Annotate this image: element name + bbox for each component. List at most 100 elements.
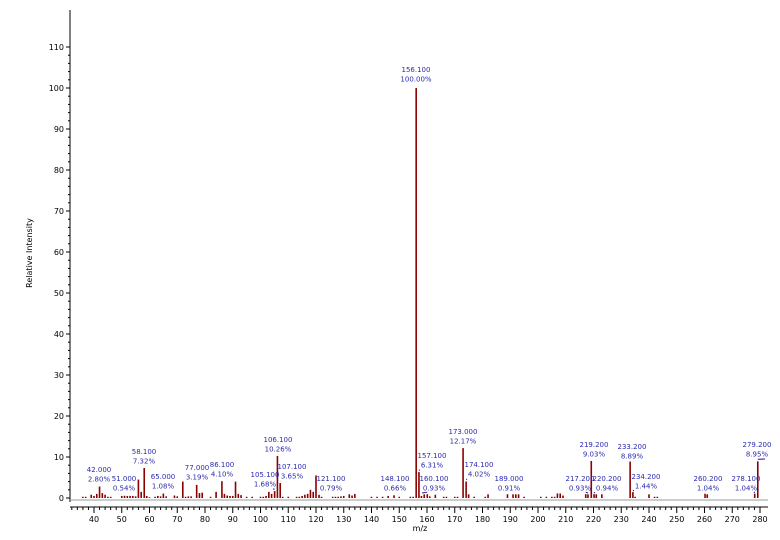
y-tick-label: 70 (54, 207, 64, 216)
label-leader-line (585, 491, 589, 494)
label-leader-line (593, 491, 596, 494)
minor-peak (84, 496, 87, 498)
peak-intensity-label: 9.03% (583, 451, 606, 459)
labeled-peak (590, 460, 593, 498)
minor-peak (129, 495, 131, 498)
peak-intensity-label: 0.94% (596, 485, 619, 493)
peak-intensity-label: 0.91% (498, 485, 521, 493)
peak-intensity-label: 8.89% (621, 453, 644, 461)
x-tick-label: 170 (447, 515, 462, 524)
minor-peak (95, 493, 98, 498)
minor-peak (201, 492, 204, 498)
minor-peak (215, 491, 217, 498)
label-leader-line (632, 489, 635, 492)
minor-peak (126, 495, 129, 498)
minor-peak (473, 496, 475, 498)
minor-peak (601, 494, 603, 498)
y-tick-label: 100 (49, 84, 64, 93)
x-tick-label: 220 (586, 515, 601, 524)
peak-mz-label: 156.100 (402, 66, 431, 74)
peak-mz-label: 106.100 (264, 436, 293, 444)
minor-peak (456, 496, 459, 498)
x-tick-label: 130 (336, 515, 351, 524)
x-tick-label: 120 (308, 515, 323, 524)
minor-peak (315, 475, 317, 498)
label-leader-line (465, 478, 468, 480)
minor-peak (484, 496, 487, 498)
minor-peak (209, 496, 212, 498)
minor-peak (423, 494, 426, 498)
minor-peak (190, 496, 192, 498)
peak-intensity-label: 4.10% (211, 471, 234, 479)
labeled-peak (195, 484, 198, 498)
minor-peak (245, 496, 248, 498)
minor-peak (409, 496, 412, 498)
peak-mz-label: 173.000 (449, 428, 478, 436)
labeled-peak (162, 493, 165, 498)
minor-peak (562, 495, 564, 498)
x-tick-label: 40 (89, 515, 99, 524)
x-tick-label: 210 (558, 515, 573, 524)
labeled-peak (426, 494, 429, 498)
minor-peak (453, 496, 456, 498)
minor-peak (101, 493, 104, 498)
minor-peak (134, 496, 137, 498)
minor-peak (420, 495, 423, 498)
labeled-peak (143, 467, 146, 498)
minor-peak (304, 494, 306, 498)
peak-intensity-label: 1.44% (635, 483, 658, 491)
peak-intensity-label: 1.08% (152, 483, 175, 491)
peak-mz-label: 148.100 (381, 475, 410, 483)
minor-peak (159, 496, 162, 498)
peak-intensity-label: 1.04% (697, 485, 720, 493)
labeled-peak (753, 493, 756, 498)
peak-labels: 42.000 2.80% 51.000 0.54% 58.100 7.32% 65.000 1… (87, 66, 771, 494)
x-tick-label: 190 (503, 515, 518, 524)
peak-intensity-label: 100.00% (400, 76, 431, 84)
x-tick-label: 250 (669, 515, 684, 524)
peak-intensity-label: 4.02% (468, 471, 491, 479)
minor-peak (354, 493, 356, 498)
minor-peak (132, 495, 134, 498)
minor-peak (145, 495, 148, 498)
peak-mz-label: 42.000 (87, 466, 112, 474)
labeled-peak (276, 455, 279, 498)
peak-mz-label: 51.000 (112, 475, 137, 483)
peak-intensity-label: 3.65% (281, 473, 304, 481)
peak-mz-label: 77.000 (185, 464, 210, 472)
y-tick-label: 50 (54, 289, 64, 298)
peak-mz-label: 86.100 (210, 461, 235, 469)
y-tick-label: 60 (54, 248, 64, 257)
minor-peak (223, 493, 226, 498)
minor-peak (187, 496, 190, 498)
peak-mz-label: 105.100 (251, 471, 280, 479)
x-tick-label: 160 (419, 515, 434, 524)
peak-intensity-label: 1.68% (254, 481, 277, 489)
minor-peak (656, 496, 659, 498)
peak-mz-label: 234.200 (632, 473, 661, 481)
x-tick-label: 110 (281, 515, 296, 524)
minor-peak (90, 494, 93, 498)
minor-peak (634, 496, 636, 498)
x-tick-label: 230 (614, 515, 629, 524)
peak-mz-label: 107.100 (278, 463, 307, 471)
minor-peak (487, 494, 489, 498)
minor-peak (337, 496, 339, 498)
labeled-peak (593, 494, 595, 498)
peak-mz-label: 219.200 (580, 441, 609, 449)
minor-peak (229, 495, 231, 498)
peak-intensity-label: 2.80% (88, 476, 111, 484)
minor-peak (595, 494, 598, 498)
minor-peak (93, 495, 95, 498)
peak-mz-label: 157.100 (418, 452, 447, 460)
minor-peak (298, 496, 301, 498)
minor-peak (551, 496, 553, 498)
minor-peak (234, 481, 237, 498)
minor-peak (445, 496, 448, 498)
x-tick-label: 280 (752, 515, 767, 524)
peak-intensity-label: 6.31% (421, 462, 444, 470)
minor-peak (176, 496, 179, 498)
peak-mz-label: 217.200 (566, 475, 595, 483)
minor-peak (165, 496, 167, 498)
